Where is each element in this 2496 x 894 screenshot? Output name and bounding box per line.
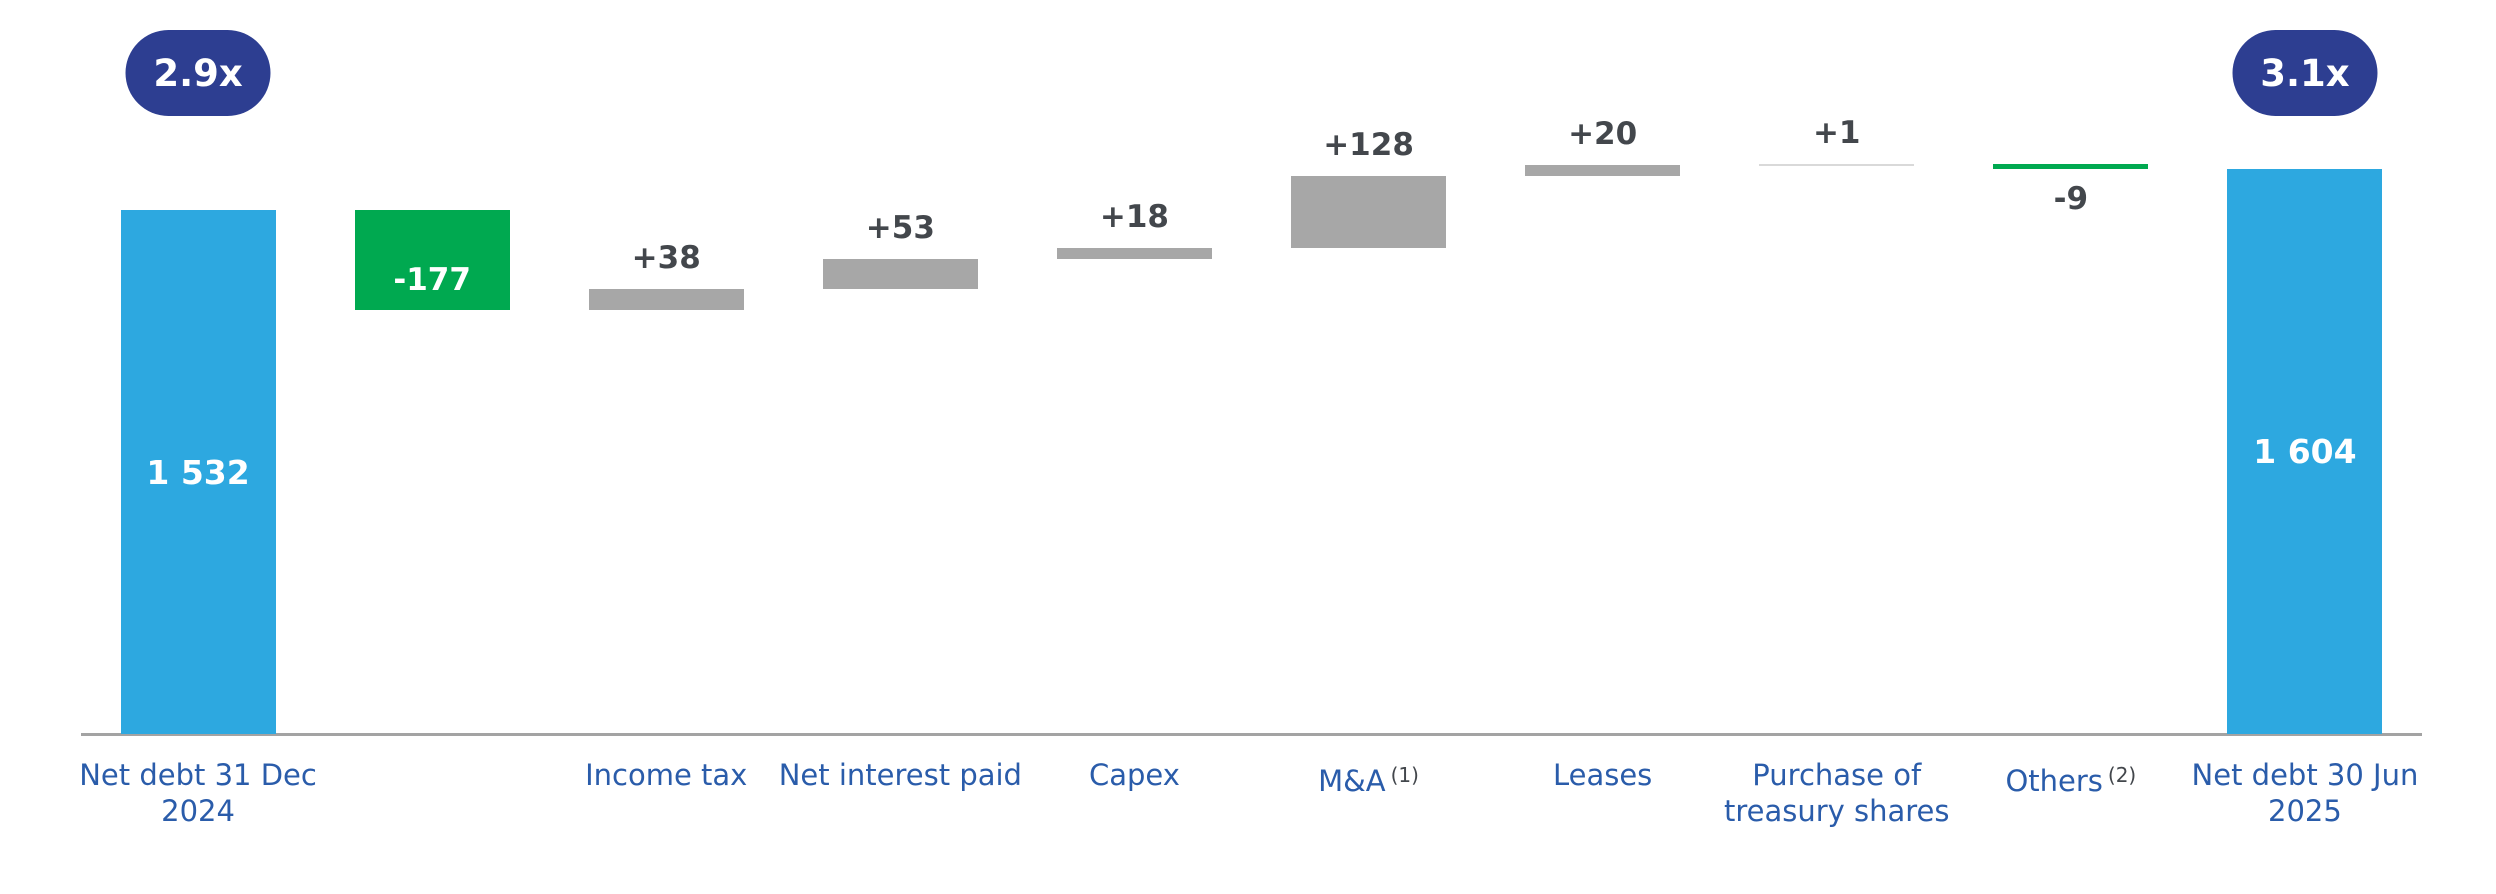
bar-value-label: -177 [393,262,471,298]
delta-bar [1759,164,1915,167]
axis-label-line: M&A [1318,764,1386,798]
axis-label-line: 2025 [2268,794,2342,828]
delta-bar [1291,176,1447,249]
delta-value-label: +38 [631,239,701,276]
axis-label-line: Net interest paid [778,758,1022,792]
delta-value-label: +53 [865,209,935,246]
axis-category-label: Leases [1456,757,1750,793]
total-bar: 1 532 [120,210,276,734]
axis-category-label: Others (2) [1924,757,2218,799]
axis-category-label: Income tax [519,757,813,793]
chart-column: +18 Capex [1017,0,1251,894]
delta-bar [822,258,978,289]
axis-category-label: Capex [987,757,1281,793]
footnote-superscript: (1) [1390,763,1419,787]
leverage-badge-label: 3.1x [2260,51,2350,95]
axis-category-label: Net debt 30 Jun 2025 [2158,757,2452,829]
axis-category-label: Net interest paid [753,757,1047,793]
leverage-badge-label: 2.9x [153,51,243,95]
leverage-badge: 3.1x [2232,30,2378,116]
bar-value-label: 1 532 [146,452,250,492]
footnote-superscript: (2) [2107,763,2137,787]
total-bar: 1 604 [2227,169,2383,734]
delta-bar [1056,248,1212,259]
chart-column: 1 532 2.9x Net debt 31 Dec 2024 [79,0,317,894]
delta-value-label: +1 [1812,115,1861,152]
chart-column: -9 Others (2) [1954,0,2188,894]
chart-plot-area: 1 532 2.9x Net debt 31 Dec 2024 -177 +38 Incom… [79,0,2422,894]
axis-label-line: Purchase of [1752,758,1922,792]
chart-column: +53 Net interest paid [779,0,1022,894]
axis-label-line: Leases [1552,758,1653,792]
delta-value-label: -9 [2053,181,2089,218]
chart-column: 1 604 3.1x Net debt 30 Jun 2025 [2188,0,2422,894]
axis-label-line: 2024 [161,794,235,828]
bar-value-label: 1 604 [2253,432,2357,472]
axis-category-label: Net debt 31 Dec 2024 [51,757,345,829]
axis-category-label: Purchase of treasury shares [1690,757,1984,829]
axis-label-line: Income tax [585,758,748,792]
delta-bar [1525,164,1681,177]
axis-label-line: Capex [1088,758,1180,792]
delta-bar [1993,164,2149,170]
leverage-badge: 2.9x [125,30,271,116]
delta-value-label: +20 [1568,115,1638,152]
chart-column: +20 Leases [1486,0,1720,894]
chart-column: +38 Income tax [549,0,783,894]
delta-bar: -177 [354,210,510,310]
delta-value-label: +128 [1323,127,1414,164]
chart-column: +128 M&A (1) [1252,0,1486,894]
axis-label-line: Net debt 31 Dec [79,758,317,792]
delta-value-label: +18 [1099,199,1169,236]
axis-label-line: Net debt 30 Jun [2191,758,2419,792]
axis-label-line: treasury shares [1723,794,1950,828]
x-axis-line [81,733,2422,736]
axis-category-label: M&A (1) [1222,757,1516,799]
delta-bar [588,288,744,310]
chart-column: +1 Purchase of treasury shares [1720,0,1954,894]
chart-column: -177 [315,0,549,894]
axis-label-line: Others [2005,764,2103,798]
